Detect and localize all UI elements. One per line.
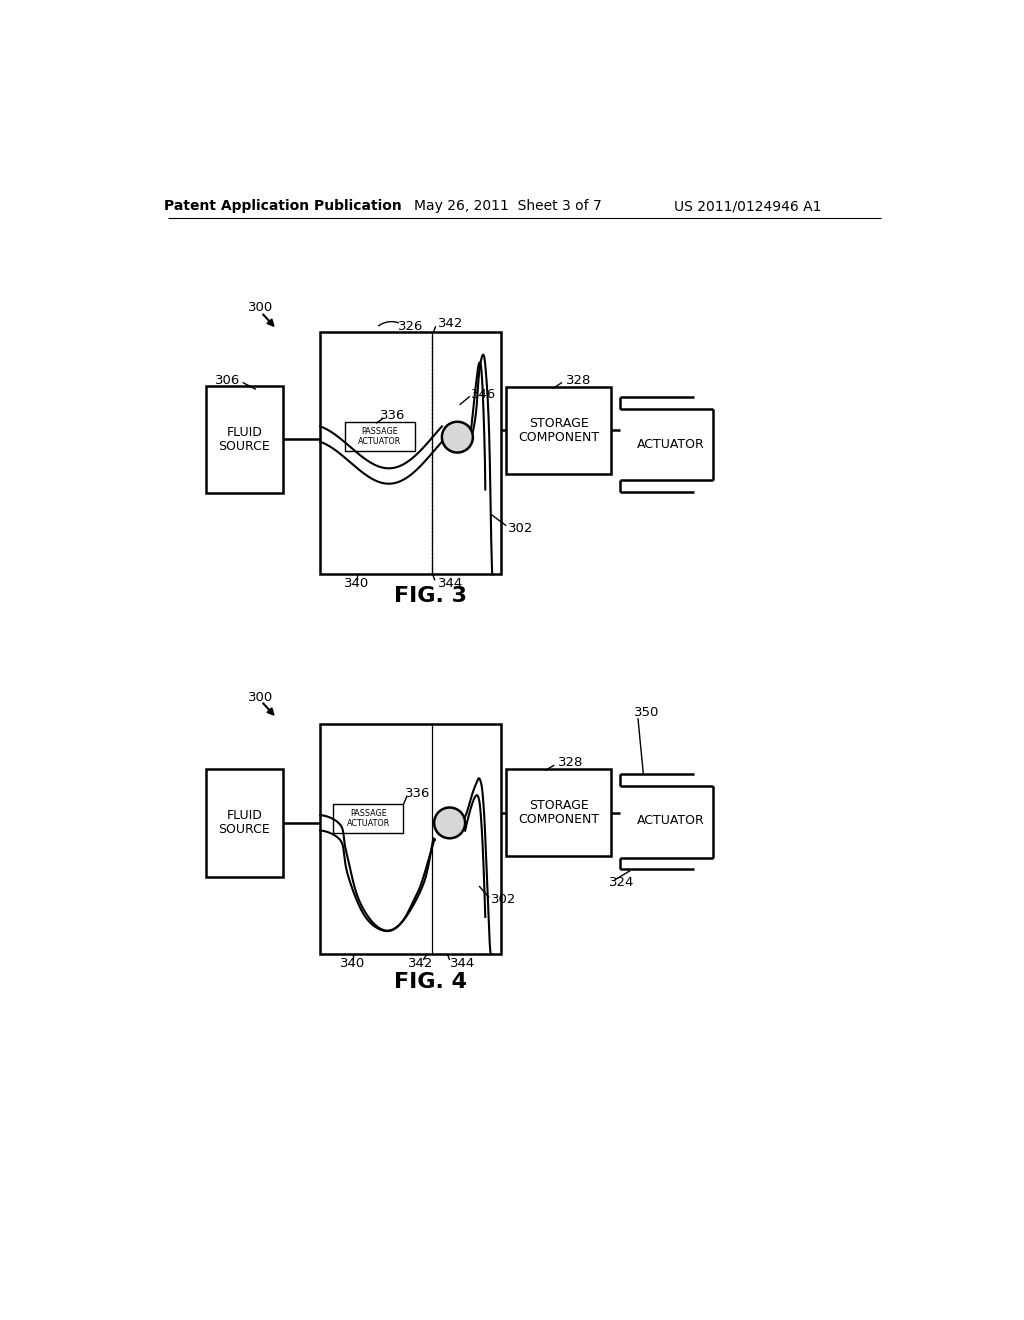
- Text: 336: 336: [406, 787, 431, 800]
- Text: STORAGE: STORAGE: [528, 417, 589, 430]
- Bar: [506, 770, 611, 855]
- Text: 342: 342: [438, 317, 464, 330]
- Bar: [345, 422, 415, 451]
- Text: FLUID: FLUID: [226, 809, 262, 822]
- Bar: [206, 770, 283, 876]
- Text: SOURCE: SOURCE: [218, 440, 270, 453]
- Text: 344: 344: [438, 577, 463, 590]
- Text: 300: 300: [248, 690, 273, 704]
- Text: ACTUATOR: ACTUATOR: [347, 820, 390, 828]
- Bar: [334, 804, 403, 833]
- Text: 336: 336: [380, 409, 406, 422]
- Text: 342: 342: [409, 957, 433, 970]
- Text: 300: 300: [248, 301, 273, 314]
- Text: FIG. 3: FIG. 3: [394, 586, 467, 606]
- Text: 326: 326: [397, 319, 423, 333]
- Text: May 26, 2011  Sheet 3 of 7: May 26, 2011 Sheet 3 of 7: [414, 199, 602, 213]
- Text: 306: 306: [215, 375, 241, 388]
- Circle shape: [442, 422, 473, 453]
- Bar: [321, 331, 501, 574]
- Text: ACTUATOR: ACTUATOR: [358, 437, 401, 446]
- Text: 324: 324: [608, 875, 634, 888]
- Text: ACTUATOR: ACTUATOR: [637, 437, 705, 450]
- Text: FIG. 4: FIG. 4: [394, 973, 467, 993]
- Circle shape: [434, 808, 465, 838]
- Text: STORAGE: STORAGE: [528, 799, 589, 812]
- Bar: [206, 385, 283, 494]
- Text: COMPONENT: COMPONENT: [518, 813, 599, 826]
- Text: ACTUATOR: ACTUATOR: [637, 814, 705, 828]
- Text: 346: 346: [471, 388, 496, 400]
- Text: PASSAGE: PASSAGE: [361, 428, 398, 436]
- Text: 302: 302: [490, 894, 516, 907]
- Bar: [506, 387, 611, 474]
- Text: 340: 340: [340, 957, 366, 970]
- Text: SOURCE: SOURCE: [218, 824, 270, 837]
- Text: Patent Application Publication: Patent Application Publication: [164, 199, 401, 213]
- Text: 350: 350: [634, 706, 659, 719]
- Text: 340: 340: [344, 577, 370, 590]
- Text: 302: 302: [508, 521, 534, 535]
- Text: 328: 328: [558, 756, 584, 770]
- Text: FLUID: FLUID: [226, 426, 262, 440]
- Text: COMPONENT: COMPONENT: [518, 432, 599, 444]
- Text: US 2011/0124946 A1: US 2011/0124946 A1: [674, 199, 821, 213]
- Bar: [321, 725, 501, 954]
- Text: 344: 344: [450, 957, 475, 970]
- Text: PASSAGE: PASSAGE: [350, 809, 387, 818]
- Text: 328: 328: [566, 375, 591, 388]
